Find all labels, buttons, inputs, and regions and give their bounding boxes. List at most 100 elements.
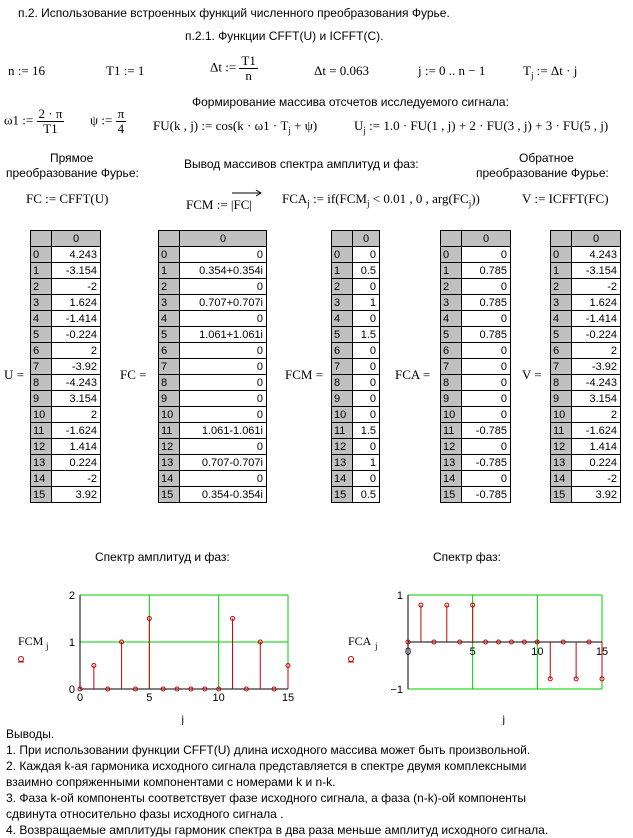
- matrix-cell: 0: [352, 278, 380, 295]
- matrix-row-index: 0: [550, 246, 572, 263]
- x-tick-label: 5: [470, 646, 476, 658]
- def-psi: ψ := π 4: [90, 107, 127, 136]
- matrix-cell: 0.707+0.707i: [179, 294, 267, 311]
- dt-fraction: T1 n: [239, 54, 258, 83]
- omega-den: T1: [43, 121, 58, 136]
- matrix-v: 0 0 4.243 1 -3.154 2 -2 3 1.624 4 -1.414 5 -0.224 6 2 7…: [550, 230, 621, 503]
- matrix-cell: 0: [461, 278, 511, 295]
- x-tick-label: 10: [213, 692, 225, 704]
- matrix-row-index: 0: [30, 246, 52, 263]
- matrix-row: 14 -2: [550, 470, 621, 487]
- matrix-cell: 0: [352, 310, 380, 327]
- matrix-cell: 1.5: [352, 422, 380, 439]
- matrix-label-fca: FCA =: [395, 367, 431, 382]
- matrix-cell: 0: [179, 438, 267, 455]
- matrix-row-index: 3: [550, 294, 572, 311]
- matrix-row: 0 4.243: [30, 246, 101, 263]
- x-axis-label: j: [180, 712, 184, 725]
- stem-marker: [470, 602, 476, 608]
- matrix-cell: -1.624: [51, 422, 101, 439]
- stem-marker: [91, 663, 97, 668]
- subsection-title: п.2.1. Функции CFFT(U) и ICFFT(C).: [185, 29, 384, 43]
- matrix-row-index: 7: [158, 358, 180, 375]
- matrix-row: 14 0: [331, 470, 380, 487]
- matrix-row-index: 1: [550, 262, 572, 279]
- matrix-row: 11 -1.624: [550, 422, 621, 439]
- def-tj: Tj := Δt · j: [523, 63, 578, 81]
- stem-marker: [444, 602, 450, 608]
- matrix-column-header: 0: [571, 230, 621, 247]
- matrix-row-index: 15: [158, 486, 180, 503]
- stem-marker: [599, 676, 605, 682]
- matrix-cell: 0: [179, 342, 267, 359]
- matrix-row-index: 5: [158, 326, 180, 343]
- matrix-row: 5 -0.224: [550, 326, 621, 343]
- matrix-row-index: 8: [550, 374, 572, 391]
- matrix-cell: 0: [461, 358, 511, 375]
- matrix-row-index: 8: [158, 374, 180, 391]
- matrix-row: 12 0: [158, 438, 267, 455]
- stem-marker: [285, 663, 291, 668]
- matrix-cell: 0: [179, 374, 267, 391]
- matrix-row-index: 2: [550, 278, 572, 295]
- matrix-row: 4 -1.414: [550, 310, 621, 327]
- matrix-row: 7 -3.92: [550, 358, 621, 375]
- matrix-row: 1 0.785: [440, 262, 511, 279]
- matrix-cell: 1.061-1.061i: [179, 422, 267, 439]
- matrix-cell: -3.92: [571, 358, 621, 375]
- matrix-row-index: 1: [158, 262, 180, 279]
- matrix-cell: 0: [461, 470, 511, 487]
- matrix-row-index: 11: [30, 422, 52, 439]
- stem-marker: [431, 639, 437, 645]
- matrix-row-index: 8: [30, 374, 52, 391]
- matrix-row: 14 0: [158, 470, 267, 487]
- matrix-cell: 0: [179, 246, 267, 263]
- matrix-row: 12 0: [331, 438, 380, 455]
- matrix-row-index: 12: [331, 438, 353, 455]
- matrix-cell: 0.785: [461, 262, 511, 279]
- matrix-cell: 0: [352, 406, 380, 423]
- conclusions-title: Выводы.: [6, 727, 55, 741]
- matrix-row: 15 0.5: [331, 486, 380, 503]
- matrix-corner: [158, 230, 180, 247]
- matrix-row-index: 15: [440, 486, 462, 503]
- matrix-row-index: 0: [331, 246, 353, 263]
- stem-marker: [160, 686, 166, 692]
- matrix-cell: 1.061+1.061i: [179, 326, 267, 343]
- stem-marker: [146, 616, 152, 621]
- matrix-cell: 0: [461, 374, 511, 391]
- matrix-cell: 0.5: [352, 262, 380, 279]
- matrix-cell: 0: [352, 470, 380, 487]
- stem-marker: [132, 686, 138, 692]
- conclusion-3a: 3. Фаза k-ой компоненты соответствует фа…: [6, 791, 526, 805]
- matrix-row-index: 13: [331, 454, 353, 471]
- matrix-row-index: 6: [30, 342, 52, 359]
- conclusion-3b: сдвинута относительно фазы исходного сиг…: [6, 807, 284, 821]
- matrix-cell: -2: [51, 278, 101, 295]
- stem-marker: [418, 602, 424, 608]
- tj-name: T: [523, 63, 531, 78]
- formula-v: V := ICFFT(FC): [522, 191, 609, 206]
- matrix-row-index: 12: [440, 438, 462, 455]
- matrix-cell: 1.624: [51, 294, 101, 311]
- matrix-row: 10 0: [158, 406, 267, 423]
- matrix-row: 3 1.624: [550, 294, 621, 311]
- matrix-cell: 1.5: [352, 326, 380, 343]
- x-tick-label: 10: [531, 646, 543, 658]
- matrix-fcm: 0 0 0 1 0.5 2 0 3 1 4 0 5 1.5 6 0 7 0 8 0 9 0 10 0 11 1.5 12 0 13 1 1…: [331, 230, 380, 503]
- matrix-row-index: 11: [158, 422, 180, 439]
- matrix-cell: -3.92: [51, 358, 101, 375]
- stem-marker: [105, 686, 111, 692]
- chart-title-amplitude: Спектр амплитуд и фаз:: [95, 550, 230, 564]
- matrix-row: 15 0.354-0.354i: [158, 486, 267, 503]
- matrix-cell: 1: [352, 294, 380, 311]
- matrix-cell: -0.224: [571, 326, 621, 343]
